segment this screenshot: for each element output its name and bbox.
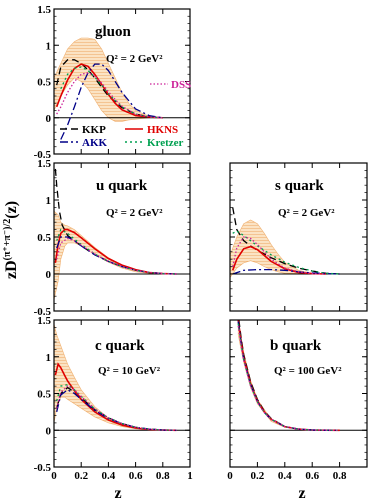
x-tick-label: 1 — [187, 470, 193, 482]
x-tick-label: 0.2 — [251, 470, 265, 482]
series-akk — [60, 63, 163, 140]
dss-annotation-label: DSS — [171, 79, 191, 91]
uncertainty-band — [54, 37, 163, 122]
panel-title: gluon — [95, 24, 132, 40]
series-hkns — [55, 63, 163, 119]
y-tick-label: 1.5 — [37, 4, 51, 16]
y-tick-label: 0 — [46, 269, 52, 281]
scale-label: Q² = 2 GeV² — [106, 53, 163, 65]
series-kkp — [56, 59, 163, 119]
x-tick-label: 0 — [51, 470, 57, 482]
y-tick-label: 0.5 — [37, 232, 51, 244]
scale-label: Q² = 2 GeV² — [278, 207, 335, 219]
series-akk — [56, 236, 177, 275]
x-tick-label: 0 — [227, 470, 233, 482]
y-tick-label: -0.5 — [34, 149, 52, 161]
x-tick-label: 0.8 — [333, 470, 347, 482]
legend-label-kkp: KKP — [82, 124, 106, 136]
x-tick-label: 0.4 — [102, 470, 116, 482]
panel-gluon: -0.5 0 0.5 1 1.5 gluon Q² = 2 GeV² DSS KKP HKNS AK… — [34, 4, 192, 161]
panel-b-quark: 0 0.2 0.4 0.6 0.8 b quark Q² = 100 GeV² — [227, 319, 368, 482]
scale-label: Q² = 100 GeV² — [274, 365, 342, 377]
y-tick-label: -0.5 — [34, 462, 52, 474]
scale-label: Q² = 10 GeV² — [98, 365, 161, 377]
panel-title: b quark — [270, 338, 322, 354]
series-akk — [56, 389, 177, 431]
series-dss — [237, 325, 340, 431]
y-tick-label: 1.5 — [37, 315, 51, 327]
series-akk — [237, 321, 340, 431]
x-tick-label: 0.8 — [156, 470, 170, 482]
y-tick-label: 0 — [46, 425, 52, 437]
y-axis-label: zD(π⁺+π⁻)/2(z) — [2, 201, 20, 279]
scale-label: Q² = 2 GeV² — [106, 207, 163, 219]
y-tick-label: 1 — [46, 352, 52, 364]
y-tick-label: 1.5 — [37, 158, 51, 170]
series-dss — [56, 385, 177, 431]
panel-u-quark: -0.5 0 0.5 1 1.5 u quark Q² = 2 GeV² — [34, 158, 191, 318]
series-akk — [232, 268, 340, 275]
series-dss — [56, 237, 177, 275]
panel-title: s quark — [275, 178, 324, 194]
y-tick-label: 1 — [46, 195, 52, 207]
panel-title: c quark — [95, 338, 145, 354]
series-hkns — [231, 245, 326, 275]
y-tick-label: 0.5 — [37, 77, 51, 89]
x-axis-label-right: z — [298, 485, 305, 502]
x-tick-label: 0.6 — [305, 470, 319, 482]
series-kretzer — [56, 384, 177, 431]
y-tick-label: 0.5 — [37, 389, 51, 401]
series-kretzer — [232, 230, 340, 275]
panel-s-quark: s quark Q² = 2 GeV² — [229, 162, 368, 312]
uncertainty-band — [54, 210, 163, 300]
legend-label-hkns: HKNS — [147, 124, 178, 136]
x-tick-label: 0.6 — [129, 470, 143, 482]
x-tick-label: 0.4 — [278, 470, 292, 482]
x-tick-label: 0.2 — [74, 470, 88, 482]
panel-title: u quark — [96, 178, 148, 194]
x-axis-label-left: z — [114, 485, 121, 502]
y-tick-label: 0 — [46, 113, 52, 125]
y-tick-label: -0.5 — [34, 306, 52, 318]
legend-label-kretzer: Kretzer — [147, 137, 184, 149]
legend-label-akk: AKK — [82, 137, 108, 149]
y-tick-label: 1 — [46, 40, 52, 52]
